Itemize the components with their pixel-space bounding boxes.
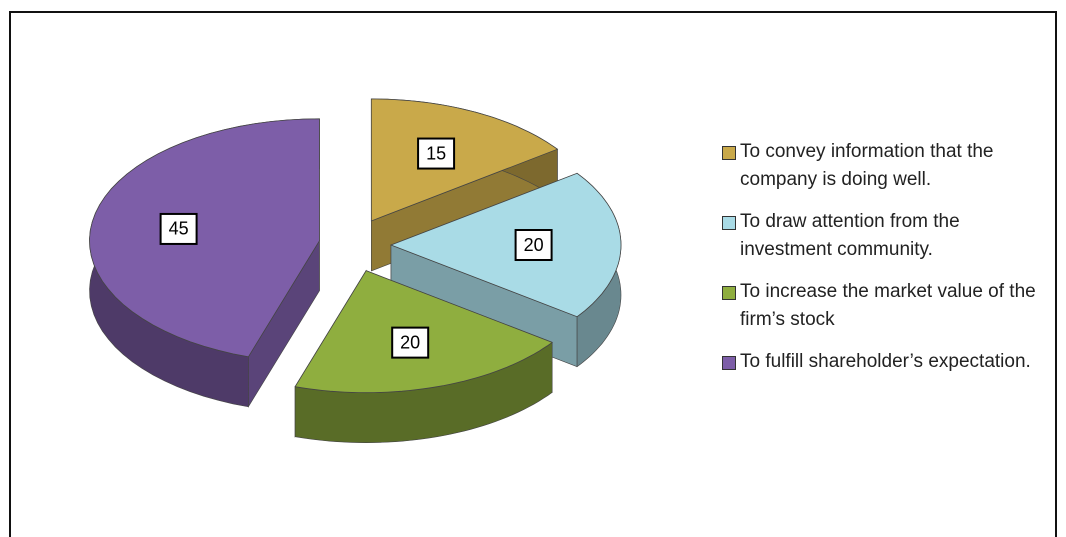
slice bbox=[389, 172, 622, 318]
legend-entry: To increase the market value of the firm… bbox=[722, 278, 1052, 334]
legend-entry: To draw attention from the investment co… bbox=[722, 208, 1052, 264]
legend-swatch bbox=[722, 146, 736, 160]
data-label: 15 bbox=[426, 143, 446, 163]
data-label: 20 bbox=[524, 235, 544, 255]
legend-label: To increase the market value of the firm… bbox=[740, 281, 1036, 330]
data-label: 45 bbox=[169, 219, 189, 239]
slice-group: 20 bbox=[294, 269, 554, 444]
slice-group: 45 bbox=[89, 118, 320, 408]
slice bbox=[89, 118, 320, 358]
data-label-box bbox=[417, 137, 456, 170]
legend-swatch bbox=[722, 356, 736, 370]
legend-swatch bbox=[722, 216, 736, 230]
data-label-box bbox=[514, 229, 553, 261]
slice-group: 15 bbox=[370, 98, 559, 272]
data-label-box bbox=[159, 212, 198, 245]
legend-entry: To fulfill shareholder’s expectation. bbox=[722, 348, 1052, 376]
legend-label: To draw attention from the investment co… bbox=[740, 211, 960, 260]
legend-label: To convey information that the company i… bbox=[740, 141, 994, 190]
frame bbox=[9, 11, 1057, 537]
legend-label: To fulfill shareholder’s expectation. bbox=[740, 351, 1031, 372]
data-label-box bbox=[391, 326, 430, 359]
legend-swatch bbox=[722, 286, 736, 300]
slice bbox=[370, 98, 559, 222]
data-label: 20 bbox=[400, 332, 420, 352]
legend: To convey information that the company i… bbox=[722, 138, 1052, 390]
legend-entry: To convey information that the company i… bbox=[722, 138, 1052, 194]
